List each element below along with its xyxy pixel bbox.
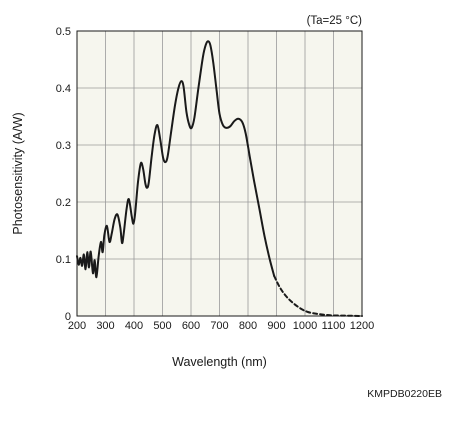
grid-lines <box>77 31 362 316</box>
y-tick-label: 0.2 <box>56 197 71 209</box>
plot-frame <box>76 30 363 317</box>
x-tick-label: 1000 <box>293 320 317 332</box>
series-line-measured <box>76 40 276 279</box>
y-tick-label: 0.5 <box>56 26 71 38</box>
x-tick-label: 700 <box>210 320 228 332</box>
y-tick-label: 0.4 <box>56 83 71 95</box>
figure-code: KMPDB0220EB <box>367 388 442 400</box>
x-tick-label: 400 <box>125 320 143 332</box>
y-tick-labels: 0 0.1 0.2 0.3 0.4 0.5 <box>56 26 71 323</box>
x-tick-label: 1100 <box>322 320 346 332</box>
x-tick-label: 500 <box>153 320 171 332</box>
y-axis-label: Photosensitivity (A/W) <box>11 112 25 234</box>
y-tick-label: 0 <box>65 311 71 323</box>
x-tick-label: 900 <box>267 320 285 332</box>
condition-label: (Ta=25 °C) <box>307 15 363 27</box>
x-tick-label: 200 <box>68 320 86 332</box>
x-tick-label: 800 <box>239 320 257 332</box>
x-tick-label: 600 <box>182 320 200 332</box>
y-tick-label: 0.1 <box>56 254 71 266</box>
y-tick-label: 0.3 <box>56 140 71 152</box>
series-group <box>76 40 363 317</box>
series-line-extrapolated <box>273 275 363 317</box>
x-tick-labels: 200 300 400 500 600 700 800 900 1000 1100 1200 <box>68 320 374 332</box>
x-axis-label: Wavelength (nm) <box>172 355 267 369</box>
x-tick-label: 1200 <box>350 320 374 332</box>
x-tick-label: 300 <box>96 320 114 332</box>
